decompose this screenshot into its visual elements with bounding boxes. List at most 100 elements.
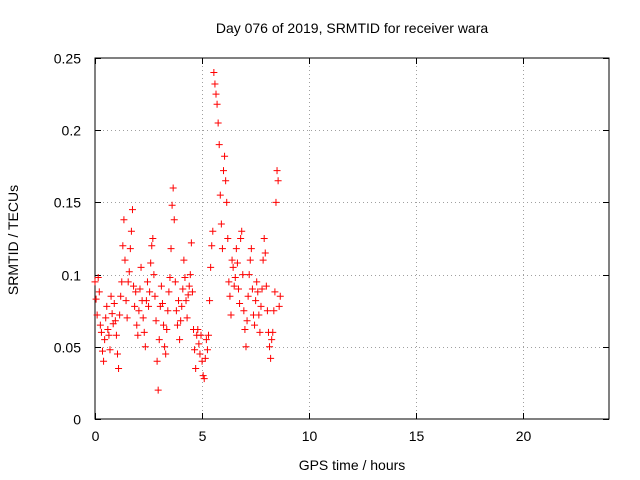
data-point-marker <box>125 268 133 276</box>
data-point-marker <box>96 321 104 329</box>
data-point-marker <box>271 288 279 296</box>
data-point-marker <box>131 302 139 310</box>
data-point-marker <box>113 350 121 358</box>
y-tick-label: 0.25 <box>54 51 81 67</box>
data-point-marker <box>121 256 129 264</box>
data-point-marker <box>220 167 227 175</box>
data-point-marker <box>118 278 126 286</box>
data-point-marker <box>215 141 223 149</box>
data-point-marker <box>217 220 225 228</box>
data-point-marker <box>212 90 220 98</box>
data-point-marker <box>239 271 247 279</box>
data-point-marker <box>106 346 114 354</box>
data-point-marker <box>180 256 188 264</box>
data-point-marker <box>92 295 100 303</box>
data-point-marker <box>157 282 165 290</box>
data-point-marker <box>256 328 264 336</box>
data-point-marker <box>262 282 270 290</box>
data-point-marker <box>260 235 268 242</box>
data-point-marker <box>150 271 158 279</box>
data-point-marker <box>238 227 246 235</box>
data-point-marker <box>132 288 140 296</box>
data-point-marker <box>119 242 127 250</box>
data-point-marker <box>115 364 123 372</box>
data-point-marker <box>244 292 252 300</box>
data-point-marker <box>269 328 277 336</box>
data-point-marker <box>120 216 128 224</box>
data-point-marker <box>245 271 253 279</box>
data-point-marker <box>164 307 172 315</box>
data-point-marker <box>242 343 250 351</box>
data-point-marker <box>200 375 208 383</box>
data-point-marker <box>140 328 148 336</box>
data-point-marker <box>173 321 181 329</box>
data-point-marker <box>211 80 219 88</box>
data-point-marker <box>142 297 150 305</box>
data-point-marker <box>163 325 171 333</box>
data-point-marker <box>94 273 102 281</box>
data-point-marker <box>232 245 240 253</box>
chart-title: Day 076 of 2019, SRMTID for receiver war… <box>216 20 489 36</box>
data-point-marker <box>104 325 112 333</box>
data-point-marker <box>168 201 176 209</box>
data-point-marker <box>137 263 145 271</box>
y-tick-label: 0.05 <box>54 340 81 356</box>
data-point-marker <box>276 292 284 300</box>
data-point-marker <box>196 350 204 358</box>
data-point-marker <box>151 292 159 300</box>
data-point-marker <box>172 307 180 315</box>
data-point-marker <box>111 317 119 325</box>
data-point-marker <box>178 302 186 310</box>
data-point-marker <box>218 245 226 253</box>
data-point-marker <box>123 314 131 322</box>
data-point-marker <box>130 282 138 290</box>
data-point-marker <box>241 325 249 333</box>
x-tick-label: 0 <box>92 428 100 444</box>
axis-ticks <box>95 58 609 420</box>
data-point-marker <box>165 288 173 296</box>
data-points <box>91 68 284 394</box>
data-point-marker <box>182 297 190 305</box>
data-point-marker <box>101 336 109 344</box>
x-axis-label: GPS time / hours <box>299 457 406 473</box>
data-point-marker <box>169 184 177 192</box>
data-point-marker <box>148 242 156 250</box>
data-point-marker <box>186 271 194 279</box>
data-point-marker <box>167 245 175 253</box>
data-point-marker <box>103 302 111 310</box>
plot-frame <box>94 57 610 420</box>
data-point-marker <box>210 68 218 76</box>
data-point-marker <box>208 242 216 250</box>
data-point-marker <box>233 259 241 267</box>
data-point-marker <box>179 285 187 293</box>
data-point-marker <box>112 331 120 339</box>
data-point-marker <box>202 336 210 344</box>
data-point-marker <box>139 314 147 322</box>
data-point-marker <box>247 245 255 253</box>
data-point-marker <box>222 177 230 185</box>
data-point-marker <box>236 299 244 307</box>
y-tick-label: 0 <box>73 412 81 428</box>
data-point-marker <box>134 331 142 339</box>
data-point-marker <box>270 307 278 315</box>
data-point-marker <box>102 314 110 322</box>
data-point-marker <box>201 354 209 362</box>
data-point-marker <box>254 288 262 296</box>
data-point-marker <box>272 198 280 206</box>
data-point-marker <box>263 307 271 315</box>
data-point-marker <box>228 256 236 264</box>
data-point-marker <box>170 216 178 224</box>
data-point-marker <box>227 311 235 319</box>
data-point-marker <box>136 285 144 293</box>
y-axis-label: SRMTID / TECUs <box>5 185 21 295</box>
data-point-marker <box>124 278 132 286</box>
data-point-marker <box>205 331 213 339</box>
data-point-marker <box>158 299 166 307</box>
data-point-marker <box>226 292 234 300</box>
data-point-marker <box>275 302 283 310</box>
data-point-marker <box>216 191 224 199</box>
data-point-marker <box>224 235 232 242</box>
data-point-marker <box>194 325 202 333</box>
data-point-marker <box>198 357 206 365</box>
